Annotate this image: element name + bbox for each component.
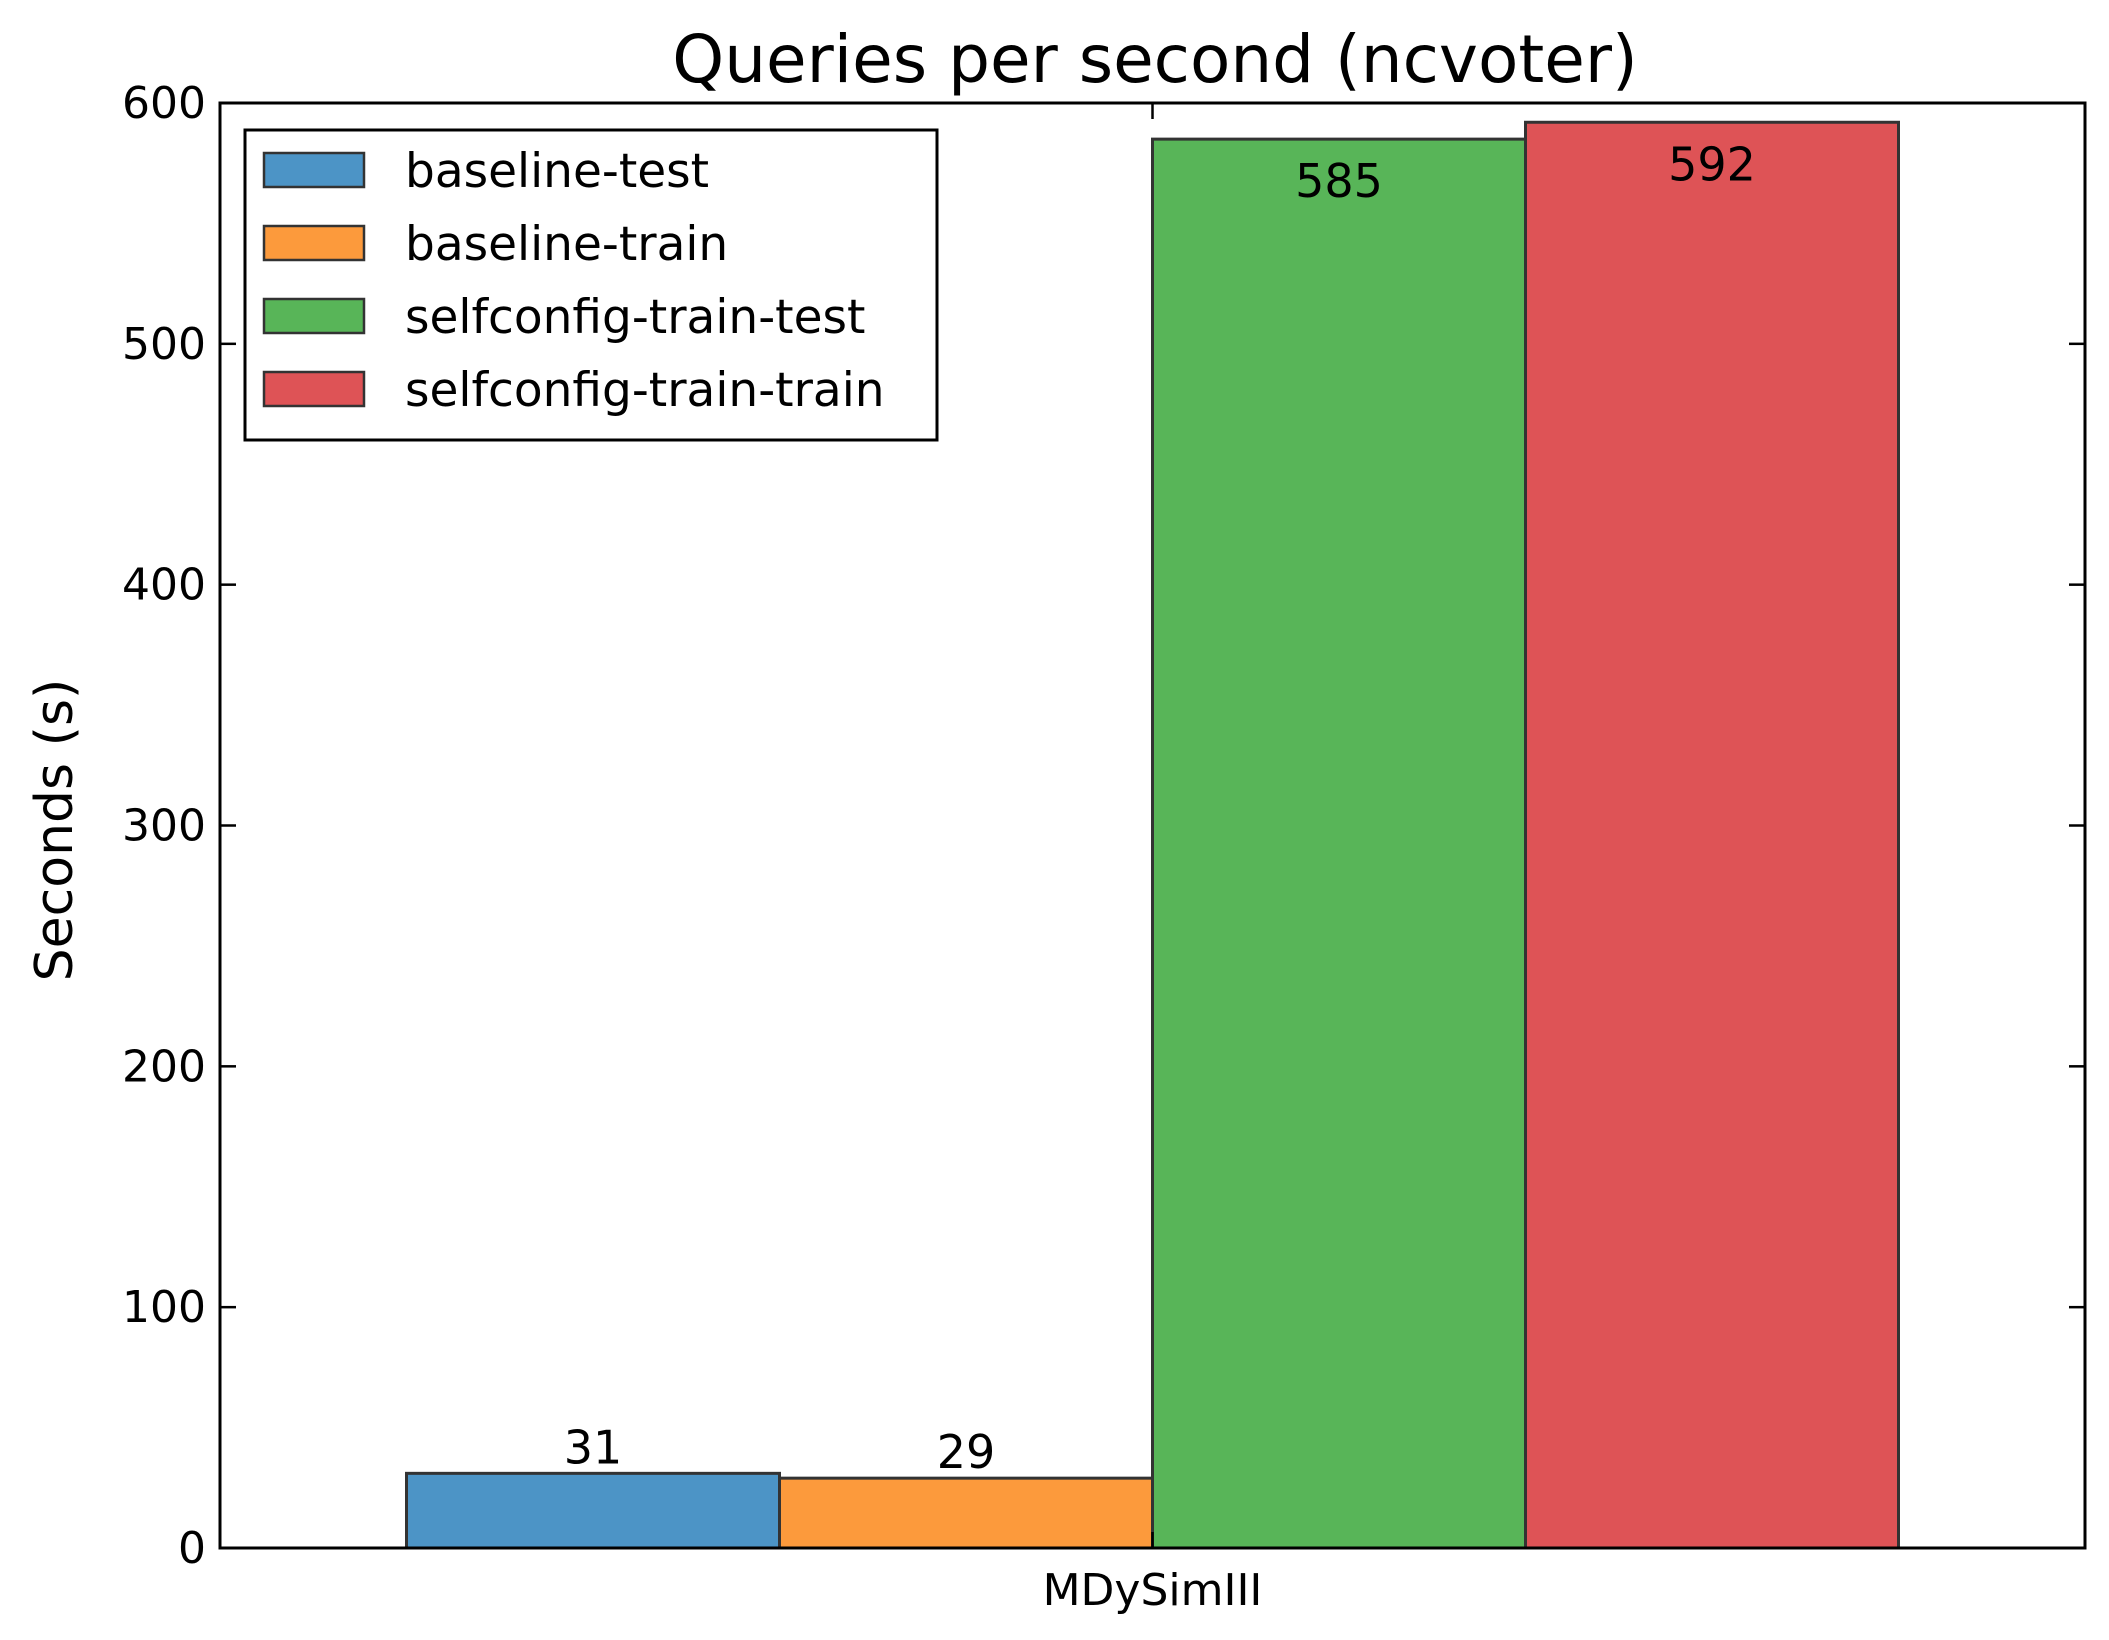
y-tick-label: 100 [122,1282,206,1333]
chart-title: Queries per second (ncvoter) [672,21,1637,98]
y-tick-label: 300 [122,801,206,852]
y-tick-label: 500 [122,319,206,370]
bar-baseline-train [778,1476,1154,1550]
legend-swatch-selfconfig-train-test [262,297,366,335]
legend-swatch-baseline-test [262,151,366,189]
plot-area: 31 29 585 592 0 100 200 300 400 500 600 MDySimIII ba… [122,78,2087,1616]
legend-label-selfconfig-train-train: selfconfig-train-train [405,363,885,418]
data-label-selfconfig-train-train: 592 [1668,137,1756,191]
x-tick-label: MDySimIII [1043,1565,1263,1616]
legend-label-baseline-test: baseline-test [405,144,709,199]
bar-baseline-test [405,1471,781,1550]
y-axis-label: Seconds (s) [25,679,85,982]
data-label-baseline-train: 29 [937,1425,996,1479]
y-tick-label: 0 [178,1523,206,1574]
legend-swatch-selfconfig-train-train [262,370,366,408]
data-label-selfconfig-train-test: 585 [1295,154,1383,208]
legend-label-selfconfig-train-test: selfconfig-train-test [405,290,865,345]
legend: baseline-test baseline-train selfconfig-tr… [243,128,939,442]
bar-selfconfig-train-train [1524,120,1900,1550]
legend-swatch-baseline-train [262,224,366,262]
y-tick-label: 600 [122,78,206,129]
legend-label-baseline-train: baseline-train [405,217,728,272]
y-tick-label: 200 [122,1041,206,1092]
y-tick-label: 400 [122,560,206,611]
bar-selfconfig-train-test [1151,137,1527,1550]
data-label-baseline-test: 31 [564,1420,623,1474]
